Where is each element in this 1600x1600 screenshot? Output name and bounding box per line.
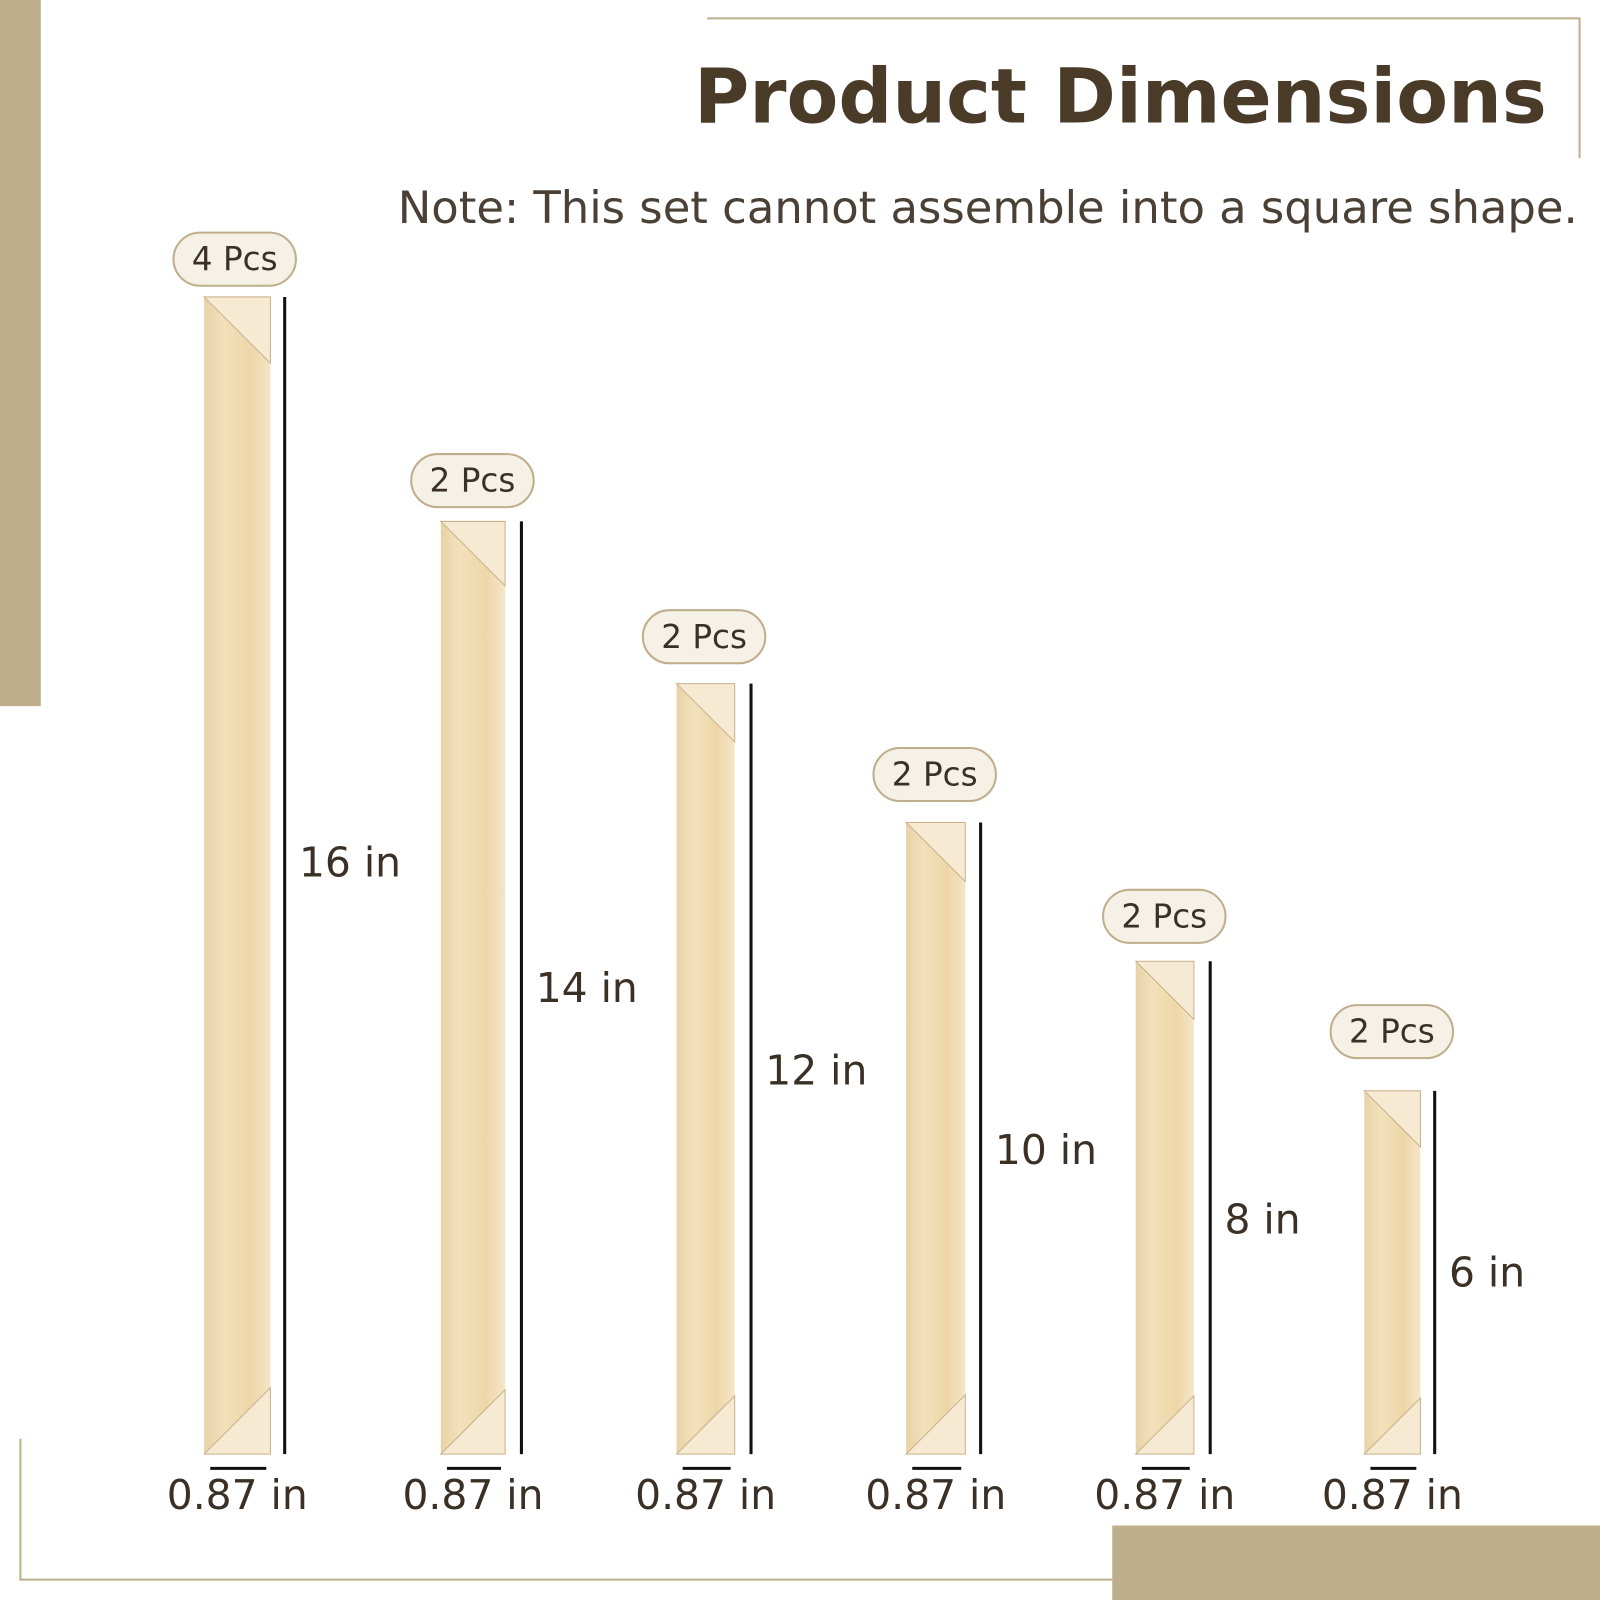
wood-stick xyxy=(440,521,506,1455)
miter-cut xyxy=(1363,1396,1421,1455)
length-label: 10 in xyxy=(995,1126,1097,1174)
miter-cut xyxy=(1363,1090,1421,1149)
width-label: 0.87 in xyxy=(865,1471,1006,1519)
pcs-label: 2 Pcs xyxy=(430,462,516,500)
width-label: 0.87 in xyxy=(635,1471,776,1519)
miter-cut xyxy=(439,1388,506,1455)
pcs-badge xyxy=(872,746,997,803)
pcs-badge xyxy=(1102,888,1227,944)
width-label: 0.87 in xyxy=(1094,1471,1235,1519)
miter-cut xyxy=(202,296,271,365)
width-label: 0.87 in xyxy=(1322,1471,1463,1519)
wood-stick xyxy=(204,296,271,1455)
miter-cut xyxy=(675,683,736,744)
pcs-badge xyxy=(410,453,535,509)
pcs-label: 2 Pcs xyxy=(661,618,747,656)
side-bar xyxy=(0,0,41,707)
miter-cut xyxy=(202,1386,271,1455)
wood-stick xyxy=(1135,961,1194,1455)
length-label: 12 in xyxy=(765,1046,867,1094)
miter-cut xyxy=(675,1394,736,1455)
length-label: 8 in xyxy=(1224,1195,1300,1243)
wood-stick xyxy=(676,683,735,1455)
pcs-label: 2 Pcs xyxy=(1121,897,1207,935)
pcs-badge xyxy=(172,231,297,287)
note: Note: This set cannot assemble into a sq… xyxy=(398,181,1578,234)
title: Product Dimensions xyxy=(694,53,1547,141)
wood-stick xyxy=(1364,1090,1421,1455)
width-label: 0.87 in xyxy=(167,1471,308,1519)
length-label: 16 in xyxy=(299,838,401,886)
frame-line xyxy=(19,1438,1113,1581)
pcs-label: 2 Pcs xyxy=(892,756,978,794)
pcs-label: 2 Pcs xyxy=(1349,1013,1435,1051)
miter-cut xyxy=(904,821,966,883)
wood-stick xyxy=(906,822,966,1455)
frame-line xyxy=(707,17,1581,159)
pcs-badge xyxy=(1329,1004,1455,1060)
width-label: 0.87 in xyxy=(402,1471,543,1519)
miter-cut xyxy=(1134,960,1195,1021)
length-label: 14 in xyxy=(536,964,638,1012)
miter-cut xyxy=(904,1393,966,1455)
miter-cut xyxy=(1134,1394,1195,1455)
corner-block xyxy=(1112,1525,1600,1600)
miter-cut xyxy=(439,520,506,587)
pcs-label: 4 Pcs xyxy=(192,240,278,278)
pcs-badge xyxy=(641,609,767,665)
length-label: 6 in xyxy=(1449,1249,1525,1297)
